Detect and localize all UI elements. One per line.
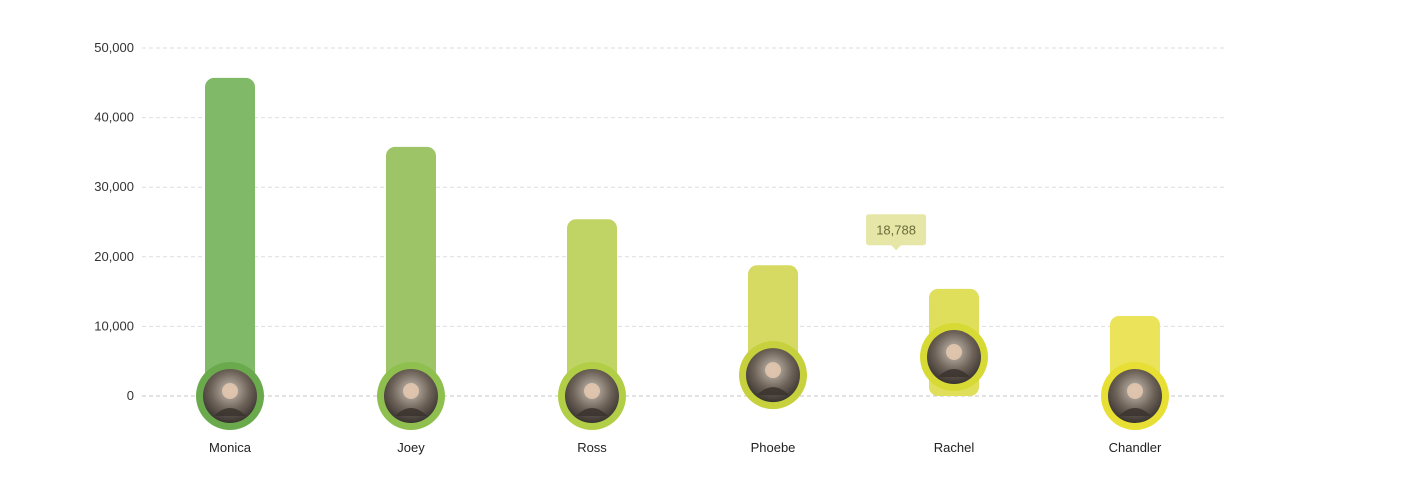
x-tick-label: Phoebe — [751, 440, 796, 455]
y-tick-label: 40,000 — [94, 110, 134, 125]
avatar-body — [1119, 408, 1151, 416]
bars — [196, 77, 1169, 430]
avatar-face — [946, 344, 962, 361]
tooltip: 18,788 — [866, 214, 927, 251]
avatar-face — [765, 362, 781, 379]
grid-lines — [142, 47, 1226, 397]
y-tick-label: 30,000 — [94, 179, 134, 194]
x-tick-label: Ross — [577, 440, 607, 455]
avatar-face — [1127, 383, 1143, 399]
avatar-body — [757, 387, 789, 396]
avatar-rachel-icon[interactable] — [920, 323, 988, 392]
x-tick-label: Monica — [209, 440, 252, 455]
x-tick-label: Rachel — [934, 440, 975, 455]
x-tick-label: Joey — [397, 440, 425, 455]
avatar-phoebe-icon[interactable] — [739, 341, 807, 410]
avatar-ross-icon[interactable] — [558, 362, 626, 430]
y-tick-label: 50,000 — [94, 40, 134, 55]
avatar-face — [403, 383, 419, 399]
avatar-joey-icon[interactable] — [377, 362, 445, 430]
avatar-body — [938, 369, 970, 378]
y-tick-label: 20,000 — [94, 249, 134, 264]
avatar-monica-icon[interactable] — [196, 362, 264, 430]
avatar-body — [214, 408, 246, 416]
bar[interactable] — [567, 219, 617, 396]
avatar-face — [584, 383, 600, 399]
bar[interactable] — [386, 146, 436, 396]
avatar-body — [576, 408, 608, 416]
bar[interactable] — [205, 77, 255, 396]
avatar-face — [222, 383, 238, 399]
y-tick-label: 0 — [127, 388, 134, 403]
y-axis: 0 10,000 20,000 30,000 40,000 50,000 — [94, 40, 134, 403]
x-axis: Monica Joey Ross Phoebe Rachel Chandler — [209, 440, 1162, 455]
tooltip-box — [866, 214, 927, 251]
x-tick-label: Chandler — [1109, 440, 1162, 455]
tooltip-value: 18,788 — [876, 223, 916, 238]
y-tick-label: 10,000 — [94, 318, 134, 333]
avatar-body — [395, 408, 427, 416]
avatar-chandler-icon[interactable] — [1101, 362, 1169, 430]
